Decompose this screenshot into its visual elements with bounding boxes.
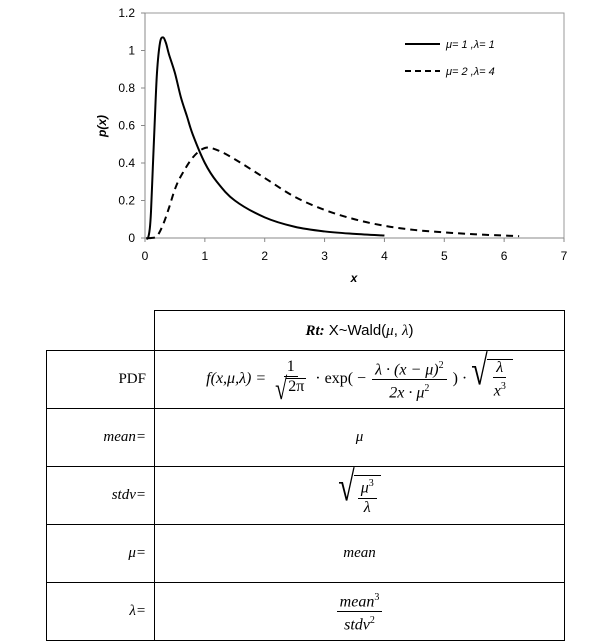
pdf-formula: f(x,μ,λ) = 1 √ 2π · exp( − λ · (x − μ)2 2… [154,350,565,409]
y-tick-label: 0.4 [118,156,135,170]
legend-label-1: μ= 1 ,λ= 1 [445,39,495,51]
y-tick-label: 0.2 [118,194,135,208]
pdf-exp: · exp( − [315,370,367,388]
stdv-formula: √ μ3 λ [154,466,565,525]
header-prefix: Rt: [305,322,325,339]
pdf-frac1-num: 1 [283,359,298,377]
plot-area [144,12,565,239]
pdf-close: ) · [452,370,468,388]
header-sep: , [393,321,403,339]
table-header: Rt: X~Wald(μ, λ) [154,310,565,351]
row-label-mean: mean= [46,408,155,467]
x-tick-label: 0 [142,249,149,263]
row-label-stdv: stdv= [46,466,155,525]
pdf-frac2-num: λ · (x − μ) [375,361,439,378]
pdf-frac2-den: 2x · μ [389,384,425,402]
y-tick-label: 0 [128,231,135,245]
x-tick-label: 1 [202,249,209,263]
mean-value: μ [154,408,565,467]
y-tick-label: 1 [128,44,135,58]
legend: μ= 1 ,λ= 1 μ= 2 ,λ= 4 [405,39,495,78]
header-close: ) [408,321,414,339]
lambda-num-sup: 3 [374,591,380,603]
pdf-cube: 3 [500,381,506,393]
x-tick-label: 7 [561,249,568,263]
y-tick-label: 0.6 [118,119,135,133]
x-tick-label: 6 [501,249,508,263]
x-tick-label: 2 [261,249,268,263]
stdv-num: μ [360,479,369,497]
mu-value: mean [154,524,565,583]
row-label-lambda: λ= [46,582,155,641]
pdf-twopi: 2π [286,378,307,400]
blank-cell [46,310,155,351]
pdf-frac2: λ · (x − μ)2 2x · μ2 [372,358,447,402]
legend-label-2: μ= 2 ,λ= 4 [445,66,495,78]
pdf-lhs: f(x,μ,λ) = [206,370,267,388]
pdf-sqrt: √ λ x3 [471,350,513,400]
pdf-frac1: 1 √ 2π [275,358,307,406]
row-label-mu: μ= [46,524,155,583]
series-line-2 [147,146,520,240]
y-tick-label: 1.2 [118,6,135,20]
chart: 0 0.2 0.4 0.6 0.8 1 1.2 0 1 2 3 4 5 6 7 x p(x) μ= 1 ,… [95,6,568,285]
y-axis-title: p(x) [95,115,109,138]
lambda-num: mean [339,593,375,610]
pdf-sq: 2 [438,359,444,371]
header-main: X~Wald( [324,321,387,339]
pdf-sqrt-num: λ [493,360,507,379]
lambda-den-sup: 2 [369,615,375,626]
pdf-den-sq: 2 [424,383,430,394]
x-tick-label: 3 [321,249,328,263]
row-label-pdf: PDF [46,350,155,409]
y-tick-label: 0.8 [118,81,135,95]
stdv-den: λ [363,498,371,516]
lambda-den: stdv [344,616,370,634]
header-mu: μ [386,322,394,339]
header-lambda: λ [402,322,409,339]
pdf-sqrt-den: x [493,382,501,400]
series-line-1 [145,36,385,240]
info-table: Rt: X~Wald(μ, λ) PDF f(x,μ,λ) = 1 √ 2π · … [46,310,565,641]
x-axis-title: x [350,271,359,285]
x-tick-label: 5 [441,249,448,263]
stdv-num-sup: 3 [368,478,374,490]
x-tick-label: 4 [381,249,388,263]
lambda-formula: mean3 stdv2 [154,582,565,641]
